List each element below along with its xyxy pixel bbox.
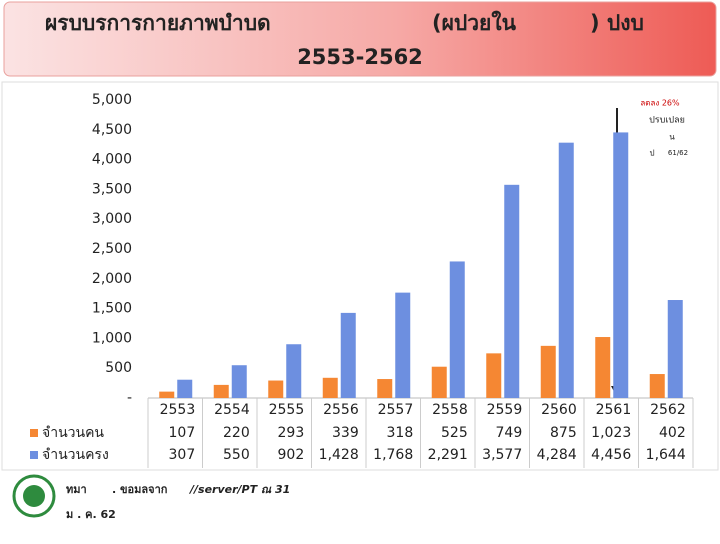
legend-swatch	[30, 451, 38, 459]
y-tick-label: 2,500	[92, 241, 132, 257]
annotation: 61/62	[668, 149, 688, 157]
y-tick-label: 4,500	[92, 122, 132, 138]
bar	[540, 345, 556, 398]
bar	[431, 366, 447, 398]
y-tick-label: 3,000	[92, 211, 132, 227]
y-tick-label: -	[127, 390, 132, 406]
annotation: น	[669, 133, 675, 142]
annotation: ป	[649, 149, 654, 158]
footer-text: ทมา	[66, 483, 87, 496]
bar	[377, 379, 393, 398]
category-label: 2555	[269, 402, 305, 418]
title-part: ) ปงบ	[590, 11, 644, 35]
bar	[486, 353, 502, 398]
bar	[159, 391, 175, 398]
bar	[595, 337, 611, 398]
category-label: 2559	[487, 402, 523, 418]
table-value: 293	[278, 425, 305, 441]
footer-text: . ขอมลจาก	[112, 483, 168, 496]
footer-text: ม . ค. 62	[66, 508, 116, 521]
table-value: 307	[169, 447, 196, 463]
table-value: 525	[441, 425, 468, 441]
annotation: ปรบเปลย	[649, 116, 685, 126]
y-tick-label: 4,000	[92, 152, 132, 168]
title-part: ผรบบรการกายภาพบำบด	[45, 11, 271, 35]
y-tick-label: 500	[105, 360, 132, 376]
bar	[322, 377, 338, 398]
category-label: 2561	[596, 402, 632, 418]
table-value: 2,291	[428, 447, 468, 463]
y-tick-label: 2,000	[92, 271, 132, 287]
bar	[395, 292, 411, 398]
title-banner	[3, 1, 717, 77]
y-tick-label: 5,000	[92, 92, 132, 108]
y-tick-label: 3,500	[92, 181, 132, 197]
table-value: 902	[278, 447, 305, 463]
bar	[213, 384, 229, 398]
category-label: 2553	[160, 402, 196, 418]
table-value: 339	[332, 425, 359, 441]
category-label: 2560	[541, 402, 577, 418]
bar	[613, 132, 629, 398]
table-value: 3,577	[482, 447, 522, 463]
table-value: 1,428	[319, 447, 359, 463]
category-label: 2556	[323, 402, 359, 418]
table-value: 1,768	[373, 447, 413, 463]
y-tick-label: 1,500	[92, 301, 132, 317]
bar	[268, 380, 284, 398]
table-value: 1,644	[646, 447, 686, 463]
bar	[504, 184, 520, 398]
bar	[340, 312, 356, 398]
table-value: 402	[659, 425, 686, 441]
footer-text: //server/PT ณ 31	[188, 483, 290, 496]
category-label: 2554	[214, 402, 250, 418]
title-part: 2553-2562	[297, 45, 423, 69]
table-value: 550	[223, 447, 250, 463]
table-value: 1,023	[591, 425, 631, 441]
legend-swatch	[30, 429, 38, 437]
title-part: (ผปวยใน	[432, 10, 517, 35]
bar	[231, 365, 247, 398]
category-label: 2557	[378, 402, 414, 418]
bar	[177, 379, 193, 398]
legend-label: จำนวนคน	[42, 425, 104, 441]
y-tick-label: 1,000	[92, 330, 132, 346]
category-label: 2558	[432, 402, 468, 418]
bar	[667, 300, 683, 398]
table-value: 875	[550, 425, 577, 441]
bar	[558, 142, 574, 398]
bar	[286, 344, 302, 398]
table-value: 107	[169, 425, 196, 441]
legend-label: จำนวนครง	[42, 447, 109, 463]
table-value: 4,284	[537, 447, 577, 463]
logo-inner	[23, 485, 45, 507]
table-value: 749	[496, 425, 523, 441]
table-value: 220	[223, 425, 250, 441]
annotation: ลดลง 26%	[640, 99, 680, 108]
table-value: 318	[387, 425, 414, 441]
bar	[449, 261, 465, 398]
category-label: 2562	[650, 402, 686, 418]
table-value: 4,456	[591, 447, 631, 463]
bar	[649, 374, 665, 398]
chart-panel	[1, 81, 719, 471]
